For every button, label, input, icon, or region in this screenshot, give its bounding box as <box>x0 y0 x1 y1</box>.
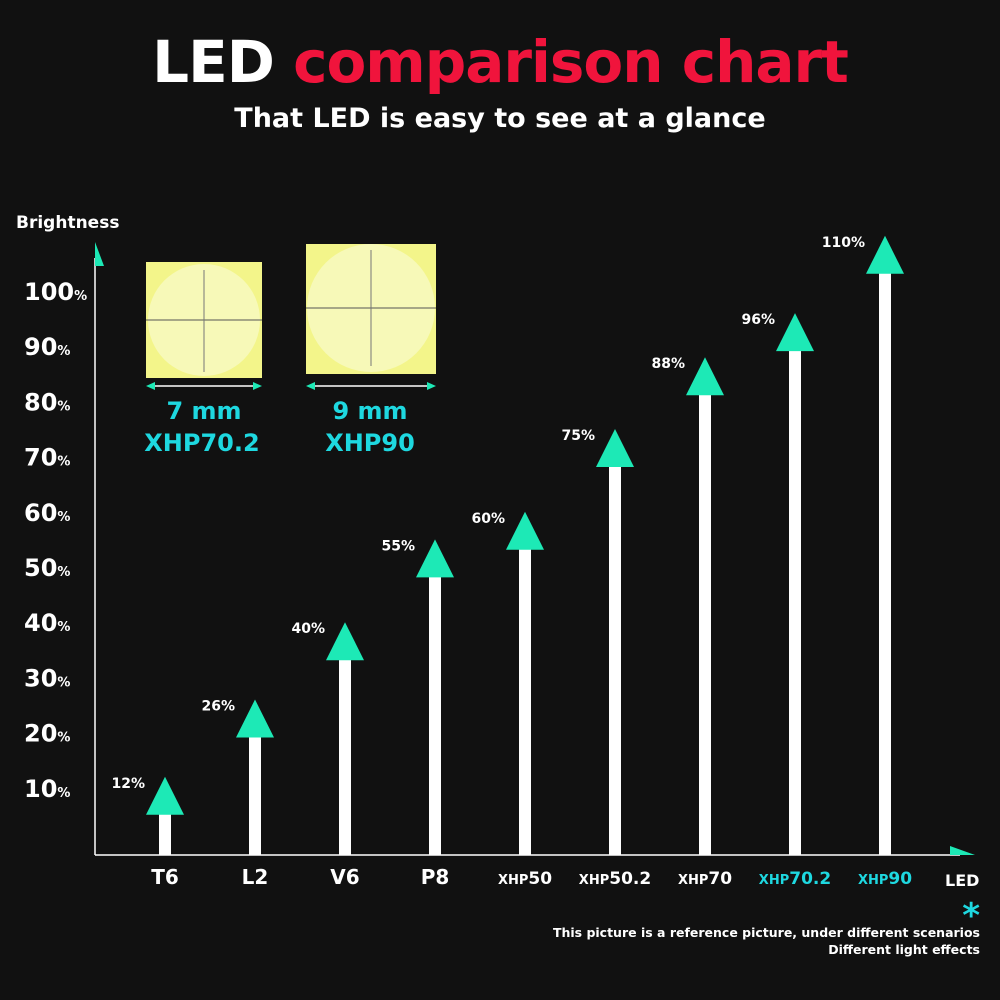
x-tick-label: XHP70 <box>678 869 732 889</box>
x-tick-label: XHP50.2 <box>579 869 651 889</box>
bar-xhp50-2 <box>609 459 621 855</box>
x-tick-label: L2 <box>242 865 269 889</box>
x-tick-label: V6 <box>330 865 359 889</box>
led-model-xhp90: XHP90 <box>325 429 415 457</box>
subtitle: That LED is easy to see at a glance <box>234 103 766 134</box>
y-tick-label: 10% <box>24 775 70 803</box>
y-tick-label: 60% <box>24 499 70 527</box>
bar-arrowhead-icon <box>416 539 454 578</box>
led-image-xhp70-2 <box>146 262 262 390</box>
data-label: 88% <box>651 356 685 372</box>
bar-arrowhead-icon <box>326 622 364 661</box>
led-model-xhp70-2: XHP70.2 <box>144 429 259 457</box>
bar-arrowhead-icon <box>776 313 814 352</box>
data-label: 26% <box>201 698 235 714</box>
y-tick-label: 90% <box>24 333 70 361</box>
y-tick-label: 70% <box>24 444 70 472</box>
bar-xhp70-2 <box>789 343 801 855</box>
data-label: 12% <box>111 776 145 792</box>
y-tick-label: 100% <box>24 278 87 306</box>
x-tick-label: XHP90 <box>858 869 912 889</box>
footnote-line2: Different light effects <box>828 942 980 957</box>
x-axis-arrow-icon <box>950 846 975 855</box>
bar-xhp50 <box>519 541 531 855</box>
y-axis-arrow-icon <box>95 242 104 266</box>
y-tick-label: 20% <box>24 720 70 748</box>
bar-xhp90 <box>879 265 891 855</box>
data-label: 75% <box>561 428 595 444</box>
title-comparison-chart: comparison chart <box>293 28 849 96</box>
title-led: LED <box>152 28 275 96</box>
x-tick-label: T6 <box>151 865 179 889</box>
y-tick-label: 50% <box>24 554 70 582</box>
y-axis-label: Brightness <box>16 213 119 233</box>
bar-arrowhead-icon <box>866 235 904 274</box>
bar-arrowhead-icon <box>506 511 544 550</box>
footnote-star: * <box>962 896 980 936</box>
data-label: 96% <box>741 312 775 328</box>
led-image-xhp90 <box>306 244 436 390</box>
bar-p8 <box>429 569 441 855</box>
bar-t6 <box>159 806 171 855</box>
bar-l2 <box>249 729 261 855</box>
bar-arrowhead-icon <box>596 429 634 467</box>
bar-arrowhead-icon <box>236 699 274 738</box>
y-tick-label: 40% <box>24 609 70 637</box>
x-axis-label: LED <box>945 871 979 890</box>
led-size-9mm: 9 mm <box>332 397 407 425</box>
y-tick-label: 30% <box>24 664 70 692</box>
y-tick-label: 80% <box>24 388 70 416</box>
x-tick-label: XHP70.2 <box>759 869 831 889</box>
x-tick-label: XHP50 <box>498 869 552 889</box>
data-label: 60% <box>471 511 505 527</box>
page-title: LED comparison chart <box>0 28 1000 96</box>
footnote-line1: This picture is a reference picture, und… <box>552 925 980 940</box>
led-size-7mm: 7 mm <box>166 397 241 425</box>
bar-arrowhead-icon <box>686 357 724 396</box>
bar-arrowhead-icon <box>146 776 184 815</box>
data-label: 110% <box>822 235 865 251</box>
bar-xhp70 <box>699 387 711 855</box>
data-label: 40% <box>291 621 325 637</box>
bar-v6 <box>339 652 351 855</box>
data-label: 55% <box>381 538 415 554</box>
x-tick-label: P8 <box>421 865 450 889</box>
